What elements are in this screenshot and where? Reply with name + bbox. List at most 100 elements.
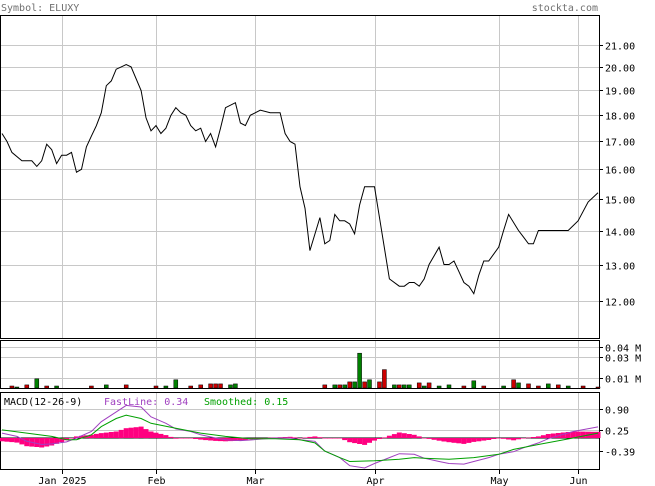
volume-bar (536, 385, 541, 389)
price-y-tick-label: 20.00 (605, 64, 635, 75)
macd-histogram-bar (237, 438, 243, 441)
macd-histogram-bar (44, 438, 50, 447)
macd-histogram-bar (332, 438, 338, 439)
volume-bar (104, 384, 109, 389)
price-y-tick-label: 19.00 (605, 87, 635, 98)
macd-histogram-bar (153, 432, 159, 438)
macd-histogram-bar (496, 438, 502, 439)
volume-y-tick-label: 0.01 M (605, 375, 641, 386)
volume-bar (501, 385, 506, 389)
macd-histogram-bar (178, 438, 184, 439)
volume-bar (228, 384, 233, 389)
macd-histogram-bar (218, 438, 223, 442)
macd-title: MACD(12-26-9) (4, 397, 82, 408)
macd-histogram-bar (377, 438, 382, 439)
macd-histogram-bar (337, 438, 343, 439)
price-y-tick-label: 17.00 (605, 138, 635, 149)
macd-histogram-bar (401, 433, 407, 438)
macd-histogram-bar (570, 431, 576, 438)
macd-histogram-bar (451, 438, 457, 443)
volume-bar (595, 386, 601, 389)
price-y-tick-label: 12.00 (605, 298, 635, 309)
macd-histogram-bar (426, 438, 432, 439)
x-tick-label: Jan 2025 (38, 476, 86, 486)
price-y-tick-label: 13.00 (605, 262, 635, 273)
symbol-label: Symbol: ELUXY (1, 3, 79, 14)
volume-bar (357, 352, 362, 389)
macd-histogram-bar (501, 438, 507, 439)
macd-histogram-bar (421, 438, 427, 439)
macd-histogram-bar (297, 438, 303, 439)
macd-histogram-bar (4, 438, 10, 442)
macd-histogram-bar (530, 437, 536, 438)
macd-smoothed-line (1, 414, 599, 463)
macd-y-tick-label: 0.25 (605, 427, 629, 438)
macd-histogram-bar (560, 432, 566, 438)
macd-histogram-bar (307, 436, 313, 438)
volume-bar (24, 384, 30, 389)
volume-bar (173, 379, 179, 389)
volume-bar (416, 382, 422, 389)
volume-bar (397, 384, 402, 389)
macd-histogram-bar (367, 438, 372, 443)
macd-histogram-bar (476, 438, 482, 442)
macd-histogram-bar (322, 438, 328, 439)
macd-histogram-bar (540, 435, 546, 438)
macd-histogram-bar (242, 438, 248, 441)
volume-bar (89, 385, 94, 389)
x-tick-label: Mar (246, 476, 264, 486)
macd-histogram-bar (545, 434, 551, 438)
volume-y-tick-label: 0.04 M (605, 344, 641, 355)
macd-histogram-bar (406, 434, 412, 438)
macd-histogram-bar (521, 438, 526, 439)
volume-bar (218, 383, 223, 389)
volume-bar (556, 384, 561, 389)
macd-histogram-bar (317, 437, 323, 438)
price-y-tick-label: 18.00 (605, 112, 635, 123)
volume-bar (446, 384, 452, 389)
macd-histogram-bar (486, 438, 492, 440)
macd-histogram-bar (342, 438, 348, 441)
macd-histogram-bar (416, 436, 422, 438)
macd-histogram-bar (128, 427, 134, 438)
macd-histogram-bar (347, 438, 353, 443)
macd-histogram-bar (203, 438, 209, 441)
volume-bar (54, 385, 59, 389)
macd-histogram-bar (580, 431, 586, 438)
macd-histogram-bar (461, 438, 467, 444)
volume-bar (402, 384, 407, 389)
macd-histogram-bar (312, 436, 318, 438)
macd-histogram-bar (516, 438, 521, 440)
macd-histogram-bar (526, 437, 531, 439)
volume-bar (580, 385, 586, 389)
macd-fastline (1, 404, 599, 469)
volume-bar (526, 383, 531, 389)
volume-bar (208, 383, 213, 389)
macd-histogram-bar (19, 438, 25, 445)
volume-bar (471, 380, 477, 389)
macd-histogram-bar (550, 433, 556, 438)
fastline-legend: FastLine: 0.34 (104, 397, 188, 408)
macd-histogram-bar (213, 438, 219, 441)
macd-histogram-bar (93, 433, 99, 438)
macd-histogram-bar (103, 432, 109, 438)
macd-histogram-bar (302, 437, 308, 438)
macd-histogram-bar (456, 438, 462, 444)
volume-bar (123, 384, 129, 389)
macd-histogram-bar (511, 438, 517, 441)
macd-histogram-bar (24, 438, 30, 447)
macd-histogram-bar (158, 433, 164, 438)
macd-histogram-bar (431, 438, 437, 440)
macd-histogram-bar (232, 438, 238, 441)
volume-bar (546, 383, 551, 389)
macd-histogram-bar (133, 427, 139, 439)
macd-histogram-bar (39, 438, 45, 448)
macd-histogram-bar (79, 435, 84, 438)
volume-bar (44, 385, 49, 389)
volume-bar (163, 385, 169, 389)
macd-histogram-bar (481, 438, 487, 441)
macd-histogram-bar (14, 438, 20, 443)
macd-histogram-bar (193, 438, 199, 439)
macd-histogram-bar (188, 438, 194, 439)
volume-bar (362, 381, 367, 389)
